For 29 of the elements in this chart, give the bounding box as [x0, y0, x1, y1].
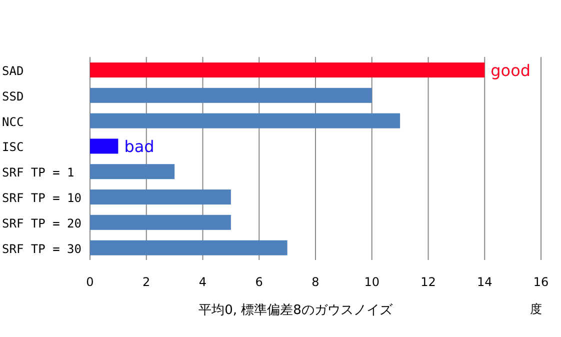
bar: [90, 214, 231, 230]
x-tick-label: 2: [142, 275, 150, 289]
y-tick-label: SRF TP = 10: [2, 191, 82, 205]
text: 度: [530, 302, 542, 316]
x-tick-label: 10: [364, 275, 380, 289]
annotation: good: [490, 61, 531, 80]
bar: [90, 190, 231, 204]
y-tick-label: ISC: [2, 140, 24, 154]
y-tick-label: SRF TP = 1: [2, 166, 74, 180]
bar: [90, 62, 485, 78]
y-tick-label: SAD: [2, 64, 24, 78]
x-tick-label: 4: [198, 275, 207, 289]
x-axis-title: 平均0, 標準偏差8のガウスノイズ: [198, 303, 394, 318]
x-tick-label: 12: [420, 275, 436, 289]
x-tick-label: 8: [312, 275, 320, 289]
x-tick-label: 6: [255, 275, 263, 289]
x-tick-label: 14: [476, 275, 492, 289]
annotation: bad: [124, 137, 154, 156]
bar: [90, 88, 372, 103]
y-tick-label: SSD: [2, 89, 24, 104]
y-tick-label: NCC: [2, 114, 24, 129]
bar: [90, 240, 288, 256]
bar: [90, 138, 118, 154]
x-tick-label: 16: [533, 275, 549, 289]
bar: [90, 164, 175, 180]
bar: [90, 113, 400, 128]
y-tick-label: SRF TP = 20: [2, 216, 82, 230]
y-tick-label: SRF TP = 30: [2, 242, 82, 256]
x-tick-label: 0: [86, 275, 94, 289]
